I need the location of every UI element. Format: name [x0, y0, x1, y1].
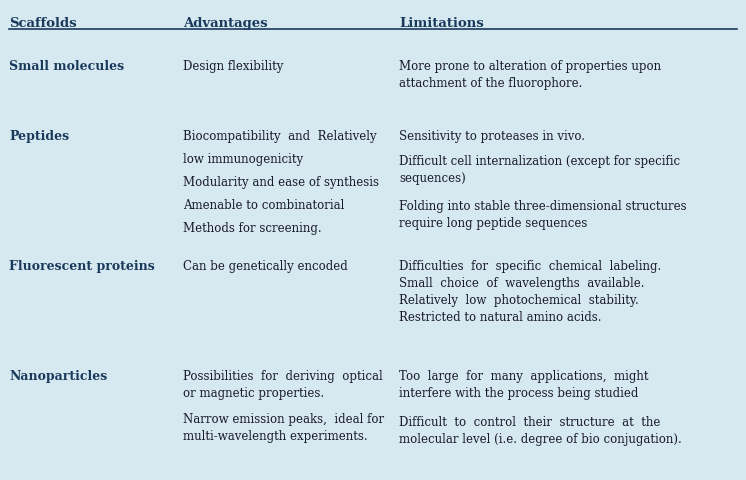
Text: Difficulties  for  specific  chemical  labeling.
Small  choice  of  wavelengths : Difficulties for specific chemical label… [399, 259, 662, 323]
Text: Fluorescent proteins: Fluorescent proteins [9, 259, 154, 272]
Text: More prone to alteration of properties upon
attachment of the fluorophore.: More prone to alteration of properties u… [399, 60, 661, 90]
Text: Sensitivity to proteases in vivo.: Sensitivity to proteases in vivo. [399, 130, 585, 143]
Text: Limitations: Limitations [399, 17, 484, 30]
Text: Possibilities  for  deriving  optical
or magnetic properties.: Possibilities for deriving optical or ma… [183, 370, 383, 399]
Text: Methods for screening.: Methods for screening. [183, 222, 322, 235]
Text: Too  large  for  many  applications,  might
interfere with the process being stu: Too large for many applications, might i… [399, 370, 648, 399]
Text: Small molecules: Small molecules [9, 60, 124, 73]
Text: Amenable to combinatorial: Amenable to combinatorial [183, 199, 344, 212]
Text: Modularity and ease of synthesis: Modularity and ease of synthesis [183, 176, 379, 189]
Text: Scaffolds: Scaffolds [9, 17, 77, 30]
Text: low immunogenicity: low immunogenicity [183, 153, 303, 166]
Text: Nanoparticles: Nanoparticles [9, 370, 107, 383]
Text: Can be genetically encoded: Can be genetically encoded [183, 259, 348, 272]
Text: Advantages: Advantages [183, 17, 267, 30]
Text: Difficult  to  control  their  structure  at  the
molecular level (i.e. degree o: Difficult to control their structure at … [399, 415, 682, 444]
Text: Narrow emission peaks,  ideal for
multi-wavelength experiments.: Narrow emission peaks, ideal for multi-w… [183, 412, 384, 442]
Text: Peptides: Peptides [9, 130, 69, 143]
Text: Difficult cell internalization (except for specific
sequences): Difficult cell internalization (except f… [399, 155, 680, 184]
Text: Design flexibility: Design flexibility [183, 60, 283, 73]
Text: Folding into stable three-dimensional structures
require long peptide sequences: Folding into stable three-dimensional st… [399, 200, 687, 229]
Text: Biocompatibility  and  Relatively: Biocompatibility and Relatively [183, 130, 377, 143]
